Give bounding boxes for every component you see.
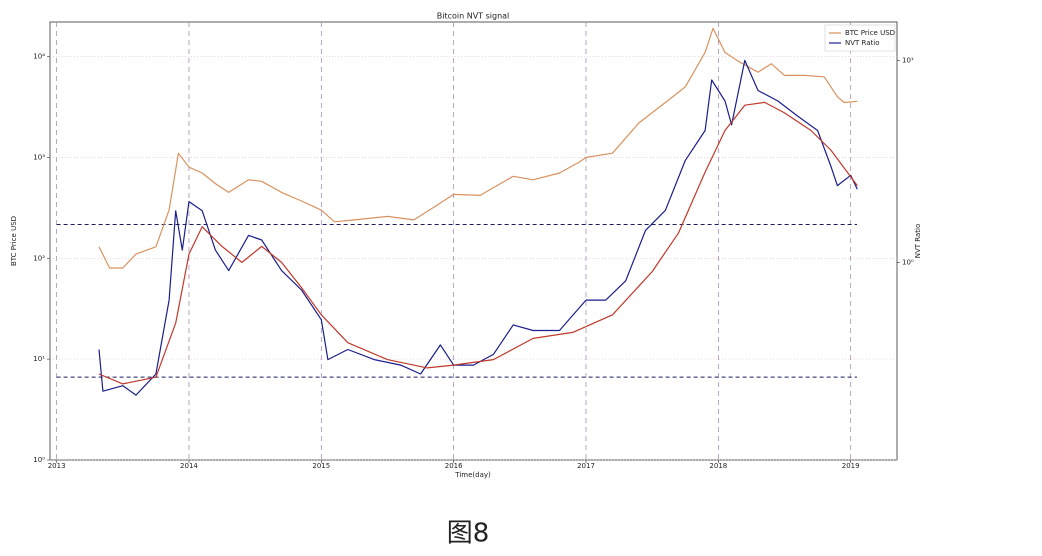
legend-box [824, 24, 896, 52]
x-tick-label: 2017 [577, 462, 595, 470]
series-line [98, 101, 858, 385]
y-axis-label: BTC Price USD [10, 216, 18, 266]
x-tick-label: 2014 [180, 462, 198, 470]
y-tick-label: 10¹ [33, 355, 45, 363]
legend-label: BTC Price USD [845, 29, 895, 37]
legend-label: NVT Ratio [845, 39, 880, 47]
x-tick-label: 2019 [842, 462, 860, 470]
x-tick-label: 2018 [709, 462, 727, 470]
y2-tick-label: 10⁰ [902, 258, 914, 266]
x-tick-label: 2013 [48, 462, 66, 470]
series-line [98, 27, 858, 269]
y-tick-label: 10³ [33, 153, 45, 161]
y-tick-label: 10⁴ [33, 53, 45, 61]
figure-caption: 图8 [447, 519, 490, 549]
x-tick-label: 2016 [445, 462, 463, 470]
chart-title: Bitcoin NVT signal [437, 12, 510, 21]
x-tick-label: 2015 [312, 462, 330, 470]
y2-tick-label: 10¹ [902, 56, 914, 64]
plot-frame [49, 21, 898, 461]
x-axis-label: Time(day) [454, 471, 491, 479]
series-line [98, 59, 858, 396]
y2-axis-label: NVT Ratio [914, 224, 922, 259]
y-tick-label: 10⁰ [33, 456, 45, 464]
y-tick-label: 10² [33, 254, 45, 262]
